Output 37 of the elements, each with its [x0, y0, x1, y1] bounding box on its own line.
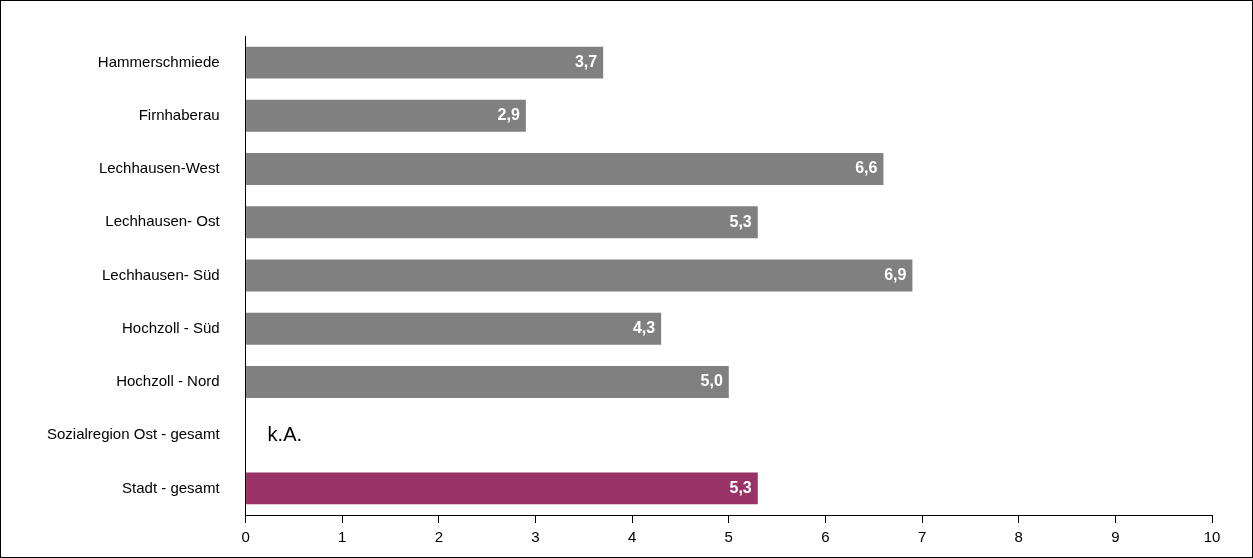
- y-tick-label: Hochzoll - Süd: [122, 318, 220, 336]
- bar: [246, 153, 884, 186]
- x-tick-label: 9: [1111, 528, 1120, 546]
- y-tick-label: Hochzoll - Nord: [116, 372, 220, 390]
- x-tick-label: 3: [531, 528, 540, 546]
- x-tick-label: 2: [434, 528, 444, 546]
- y-tick-label: Lechhausen- Ost: [105, 212, 221, 230]
- bar: [246, 312, 662, 345]
- bar: [246, 472, 758, 505]
- data-label: 6,6: [855, 159, 878, 177]
- bar: [246, 206, 758, 239]
- data-label: 5,0: [700, 372, 723, 390]
- y-tick-label: Lechhausen-West: [98, 159, 221, 177]
- x-tick-label: 10: [1203, 528, 1221, 546]
- data-label: 5,3: [729, 212, 752, 230]
- data-label: 5,3: [729, 478, 752, 496]
- x-tick-label: 4: [627, 528, 637, 546]
- data-label: 3,7: [574, 53, 598, 71]
- x-tick-label: 0: [241, 528, 250, 546]
- text: k.A.: [267, 422, 303, 445]
- data-label: 4,3: [632, 319, 656, 337]
- data-label: 2,9: [497, 106, 520, 124]
- bar: [246, 259, 913, 292]
- bar: [246, 365, 729, 398]
- x-tick-label: 8: [1014, 528, 1023, 546]
- y-tick-label: Firnhaberau: [138, 105, 220, 123]
- x-tick-label: 6: [821, 528, 830, 546]
- bar: [246, 46, 604, 79]
- data-label: 6,9: [884, 265, 907, 283]
- y-tick-label: Stadt - gesamt: [122, 478, 221, 496]
- y-tick-label: Sozialregion Ost - gesamt: [47, 425, 221, 443]
- bar: [246, 99, 526, 132]
- x-tick-label: 1: [338, 528, 347, 546]
- y-tick-label: Lechhausen- Süd: [101, 265, 220, 283]
- x-tick-label: 5: [724, 528, 733, 546]
- x-tick-label: 7: [917, 528, 927, 546]
- y-tick-label: Hammerschmiede: [97, 52, 220, 70]
